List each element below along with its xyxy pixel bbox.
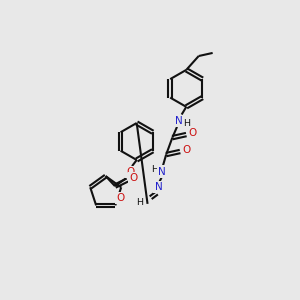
- Text: O: O: [188, 128, 196, 138]
- Text: H: H: [136, 198, 143, 207]
- Text: H: H: [183, 118, 190, 127]
- Text: O: O: [182, 145, 190, 155]
- Text: N: N: [158, 167, 166, 176]
- Text: O: O: [116, 193, 125, 203]
- Text: N: N: [154, 182, 162, 192]
- Text: N: N: [175, 116, 182, 126]
- Text: O: O: [130, 173, 138, 184]
- Text: O: O: [126, 167, 135, 177]
- Text: H: H: [151, 166, 158, 175]
